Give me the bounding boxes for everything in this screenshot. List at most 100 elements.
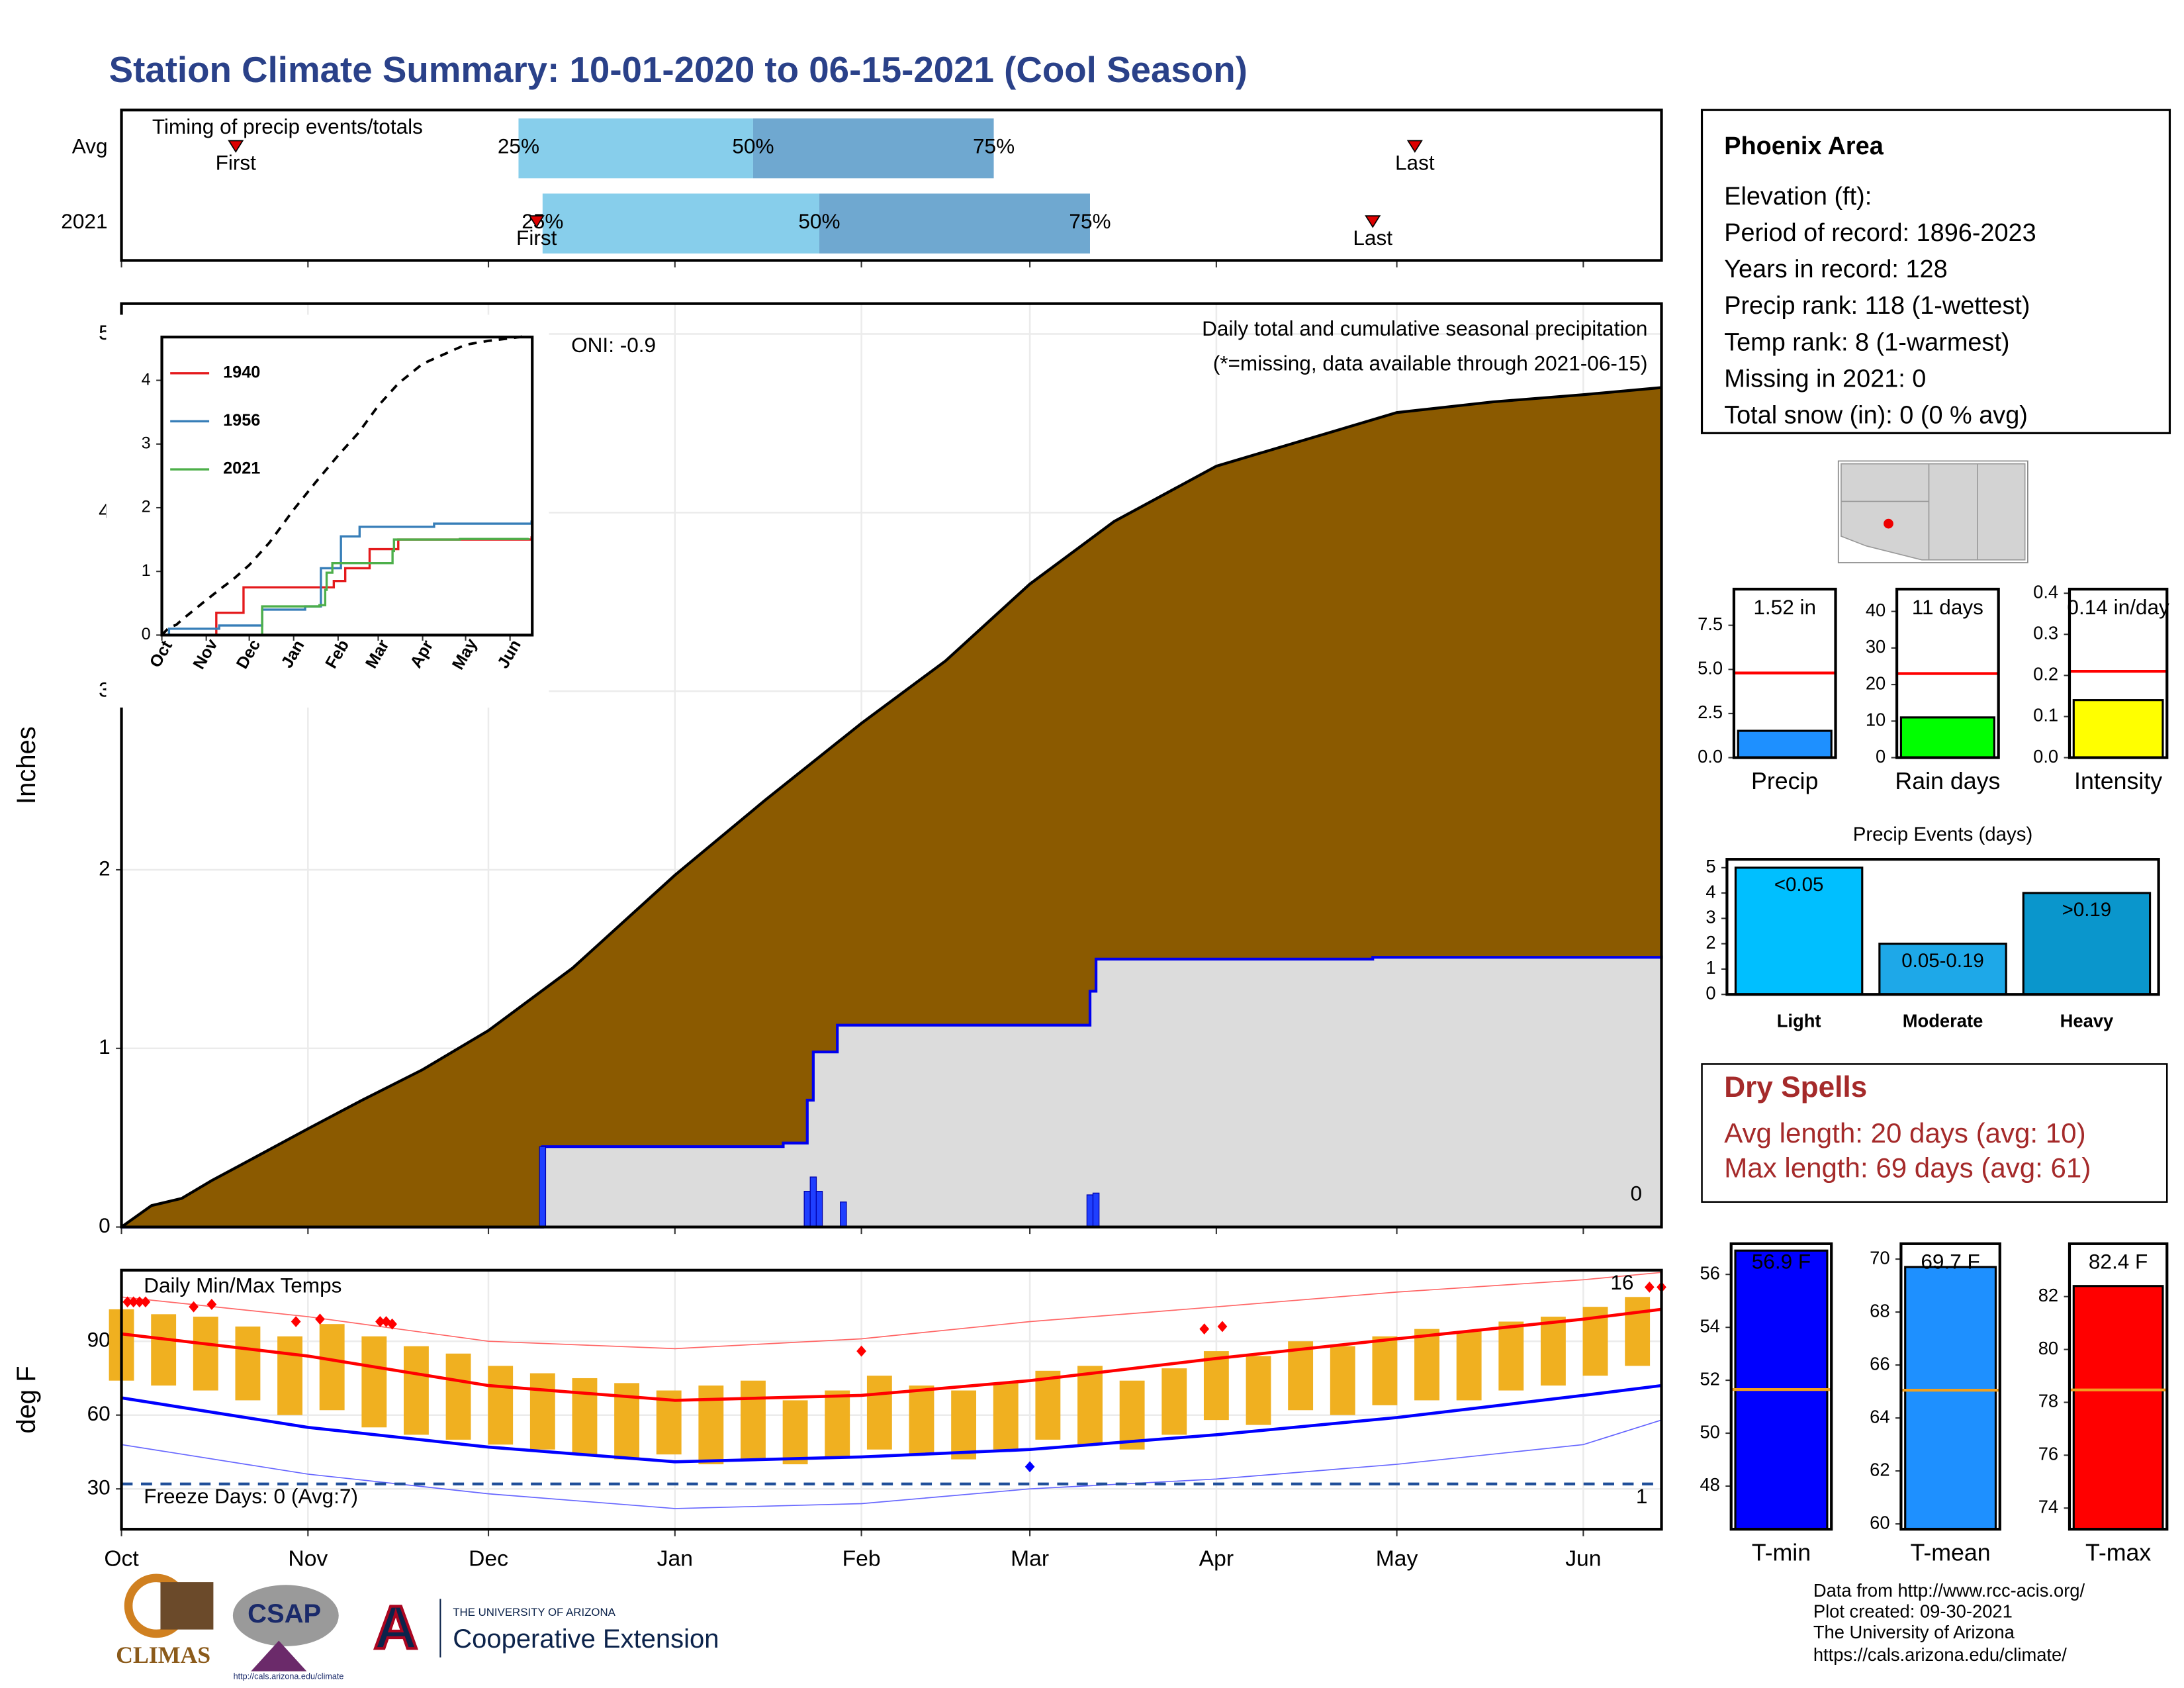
temp-range-bar (1414, 1329, 1439, 1401)
temp-range-bar (235, 1326, 261, 1401)
csap-cloud (232, 1585, 339, 1646)
station-name: Phoenix Area (1724, 132, 1884, 160)
y-tick-label: 0.3 (2033, 622, 2058, 643)
dry-spells-title: Dry Spells (1724, 1071, 1867, 1103)
y-tick-label: 60 (1870, 1512, 1889, 1532)
event-label: Last (1353, 226, 1392, 250)
plot-frame (120, 109, 1663, 262)
station-line: Years in record: 128 (1724, 256, 1947, 283)
y-tick-label: 60 (87, 1401, 111, 1425)
station-dot (1884, 518, 1893, 529)
x-tick-label: Precip (1751, 768, 1818, 794)
y-tick-label: 0.0 (1698, 746, 1723, 767)
y-tick-label: 40 (1866, 600, 1886, 620)
y-tick-label: 7.5 (1698, 614, 1723, 634)
temp-range-bar (488, 1366, 514, 1445)
bar (2072, 1285, 2164, 1530)
station-line: Temp rank: 8 (1-warmest) (1724, 328, 2009, 356)
climas-emblem (160, 1582, 214, 1630)
annotation: ONI: -0.9 (571, 333, 656, 357)
y-tick-label: 54 (1700, 1315, 1719, 1336)
temp-range-bar (698, 1385, 724, 1465)
series-line (161, 536, 533, 637)
x-tick-label: Apr (1199, 1546, 1234, 1571)
x-tick-label: T-max (2085, 1539, 2151, 1566)
x-tick-label: Feb (842, 1546, 881, 1571)
station-line: Missing in 2021: 0 (1724, 365, 1926, 393)
y-tick-label: 5.0 (1698, 657, 1723, 678)
record-marker (1199, 1323, 1210, 1335)
daily-precip-bar (1092, 1192, 1100, 1228)
y-tick-label: 3 (142, 434, 151, 452)
normal-line (121, 1307, 1662, 1402)
page-title: Station Climate Summary: 10-01-2020 to 0… (109, 49, 1248, 90)
legend-label: 1940 (223, 363, 260, 382)
bar (1899, 716, 1995, 759)
bar (1734, 867, 1864, 996)
record-marker (134, 1296, 145, 1308)
y-tick-label: 0 (1706, 982, 1715, 1003)
temp-range-bar (572, 1378, 598, 1455)
y-axis-label: deg F (12, 1366, 41, 1433)
y-tick-label: 10 (1866, 710, 1886, 730)
record-marker (1217, 1321, 1228, 1333)
y-tick-label: 52 (1700, 1368, 1719, 1389)
panel-title: Daily Min/Max Temps (144, 1273, 341, 1297)
quartile-label: 25% (498, 134, 539, 158)
record-marker (122, 1296, 132, 1308)
bin-label: 0.05-0.19 (1901, 950, 1983, 972)
temp-range-bar (866, 1376, 892, 1450)
csap-mountain (251, 1640, 307, 1671)
x-tick-label: May (1376, 1546, 1418, 1571)
record-marker (375, 1316, 385, 1327)
record-marker (856, 1345, 866, 1357)
event-marker (528, 215, 545, 228)
quartile-bar (819, 193, 1090, 254)
temp-range-bar (993, 1383, 1019, 1450)
cumulative-line (121, 955, 1663, 1229)
legend-label: 1956 (223, 411, 260, 430)
bar (2022, 892, 2152, 996)
event-label: First (516, 226, 557, 250)
bar (1737, 729, 1833, 759)
footer-line: Plot created: 09-30-2021 (1813, 1601, 2013, 1622)
daily-precip-bar (815, 1190, 823, 1228)
plot-frame (1899, 1242, 2001, 1531)
daily-precip-bar (539, 1146, 547, 1228)
dry-spells-line: Max length: 69 days (avg: 61) (1724, 1152, 2091, 1183)
panel-title: Timing of precip events/totals (152, 115, 423, 138)
y-tick-label: 74 (2038, 1496, 2058, 1517)
record-line (121, 1272, 1662, 1350)
temp-range-bar (1372, 1336, 1398, 1405)
dry-spells-line: Avg length: 20 days (avg: 10) (1724, 1117, 2085, 1149)
temp-range-bar (825, 1390, 850, 1457)
station-line: Total snow (in): 0 (0 % avg) (1724, 402, 2028, 430)
x-tick-label: Intensity (2074, 768, 2162, 794)
y-tick-label: 4 (1706, 881, 1715, 902)
temp-range-bar (277, 1336, 302, 1415)
temp-range-bar (1540, 1317, 1566, 1386)
temp-range-bar (741, 1380, 766, 1460)
extension-name: Cooperative Extension (453, 1624, 719, 1654)
annotation: Daily total and cumulative seasonal prec… (1202, 316, 1647, 340)
y-tick-label: 0 (142, 625, 151, 643)
value-label: 82.4 F (2089, 1250, 2148, 1274)
x-tick-label: Heavy (2060, 1011, 2114, 1031)
plot-frame (1725, 858, 2160, 996)
footer-line: https://cals.arizona.edu/climate/ (1813, 1644, 2067, 1665)
temp-range-bar (1203, 1351, 1229, 1421)
y-tick-label: 5 (1706, 856, 1715, 876)
temp-range-bar (1288, 1341, 1314, 1411)
missing-count: 0 (1631, 1182, 1643, 1205)
temp-range-bar (1035, 1370, 1061, 1440)
y-tick-label: 0 (99, 1213, 111, 1237)
temp-range-bar (782, 1400, 808, 1465)
plot-frame (120, 302, 1663, 1229)
record-low-count: 1 (1636, 1484, 1648, 1508)
quartile-label: 50% (798, 209, 840, 233)
y-tick-label: 3 (1706, 907, 1715, 927)
x-tick-label: Mar (1011, 1546, 1049, 1571)
y-tick-label: 0.0 (2033, 746, 2058, 767)
y-axis-label: Inches (12, 726, 41, 804)
